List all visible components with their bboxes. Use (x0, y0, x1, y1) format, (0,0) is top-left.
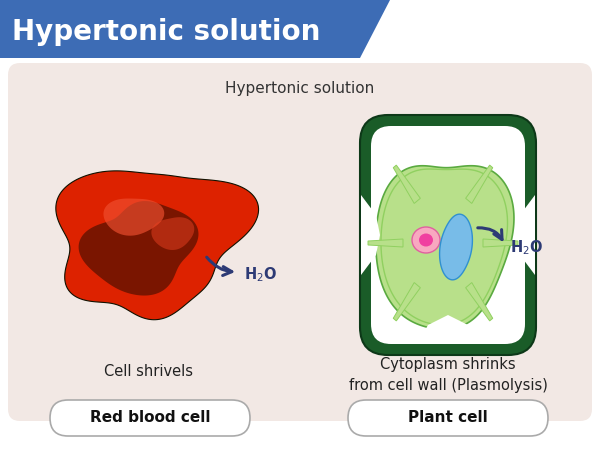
Text: Cell shrivels: Cell shrivels (104, 364, 193, 379)
Ellipse shape (419, 234, 433, 246)
Text: Hypertonic solution: Hypertonic solution (226, 81, 374, 95)
Text: Plant cell: Plant cell (408, 411, 488, 425)
Polygon shape (368, 239, 403, 247)
FancyBboxPatch shape (8, 63, 592, 421)
Text: H$_2$O: H$_2$O (510, 239, 543, 257)
Text: Hypertonic solution: Hypertonic solution (12, 18, 320, 46)
Polygon shape (466, 283, 493, 321)
Polygon shape (418, 127, 478, 157)
FancyBboxPatch shape (50, 400, 250, 436)
Text: Red blood cell: Red blood cell (90, 411, 210, 425)
Polygon shape (151, 217, 194, 250)
Text: Cytoplasm shrinks
from cell wall (Plasmolysis): Cytoplasm shrinks from cell wall (Plasmo… (349, 357, 547, 393)
Polygon shape (361, 195, 380, 275)
Polygon shape (418, 315, 478, 343)
Polygon shape (56, 171, 259, 320)
Polygon shape (440, 214, 472, 280)
FancyBboxPatch shape (360, 115, 536, 355)
Polygon shape (393, 165, 421, 203)
Polygon shape (376, 166, 514, 329)
Polygon shape (0, 0, 390, 58)
FancyBboxPatch shape (371, 126, 525, 344)
Ellipse shape (412, 227, 440, 253)
FancyBboxPatch shape (348, 400, 548, 436)
Polygon shape (393, 283, 421, 321)
Polygon shape (483, 239, 518, 247)
Polygon shape (466, 165, 493, 203)
Polygon shape (516, 195, 535, 275)
Polygon shape (103, 199, 164, 236)
Polygon shape (79, 201, 199, 295)
Text: H$_2$O: H$_2$O (244, 266, 277, 284)
